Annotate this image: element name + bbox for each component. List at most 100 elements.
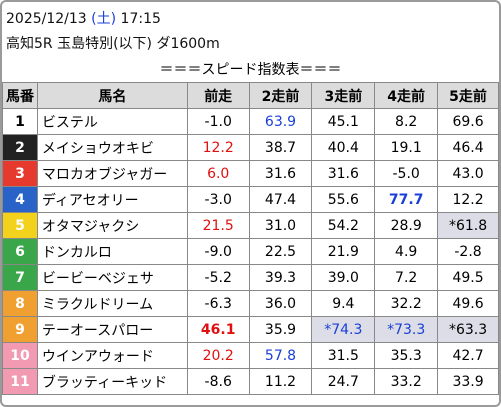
speed-score: 31.5	[311, 342, 376, 369]
speed-score: 24.7	[311, 368, 376, 395]
speed-score: 45.1	[311, 108, 376, 135]
speed-score: 19.1	[374, 134, 439, 161]
table-row: 2 メイショウオキビ 12.2 38.7 40.4 19.1 46.4	[2, 134, 499, 161]
speed-score: 20.2	[186, 342, 250, 369]
speed-score: 12.2	[186, 134, 250, 161]
speed-score: 22.5	[248, 238, 313, 265]
speed-score: 47.4	[248, 186, 313, 213]
horse-name: ドンカルロ	[36, 238, 188, 265]
table-row: 11 ブラッティーキッド -8.6 11.2 24.7 33.2 33.9	[2, 368, 499, 395]
speed-score: 55.6	[311, 186, 376, 213]
speed-score: 35.3	[374, 342, 439, 369]
speed-score: 36.0	[248, 290, 313, 317]
speed-score: 31.0	[248, 212, 313, 239]
column-header: 2走前	[248, 82, 313, 109]
speed-score: 49.6	[437, 290, 499, 317]
horse-number: 7	[2, 264, 38, 291]
table-row: 7 ビービーベジェサ -5.2 39.3 39.0 7.2 49.5	[2, 264, 499, 291]
speed-score: 6.0	[186, 160, 250, 187]
horse-number: 2	[2, 134, 38, 161]
horse-name: ビステル	[36, 108, 188, 135]
horse-number: 6	[2, 238, 38, 265]
speed-score: 8.2	[374, 108, 439, 135]
horse-name: ビービーベジェサ	[36, 264, 188, 291]
speed-score: 12.2	[437, 186, 499, 213]
table-title: ＝＝＝スピード指数表＝＝＝	[159, 62, 342, 78]
speed-score: 69.6	[437, 108, 499, 135]
speed-score: -6.3	[186, 290, 250, 317]
horse-name: ミラクルドリーム	[36, 290, 188, 317]
speed-score: 31.6	[248, 160, 313, 187]
speed-score: *73.3	[374, 316, 439, 343]
speed-score: 39.3	[248, 264, 313, 291]
speed-score: 28.9	[374, 212, 439, 239]
speed-score: 9.4	[311, 290, 376, 317]
speed-table: 馬番 馬名 前走 2走前 3走前 4走前 5走前 1 ビステル -1.0 63.9 45.1 8.2 6…	[2, 82, 499, 395]
speed-score: 31.6	[311, 160, 376, 187]
speed-score: -1.0	[186, 108, 250, 135]
speed-score: 39.0	[311, 264, 376, 291]
speed-score: 49.5	[437, 264, 499, 291]
horse-number: 11	[2, 368, 38, 395]
speed-score: 33.9	[437, 368, 499, 395]
speed-score: 63.9	[248, 108, 313, 135]
table-row: 5 オタマジャクシ 21.5 31.0 54.2 28.9 *61.8	[2, 212, 499, 239]
header-row: 馬番 馬名 前走 2走前 3走前 4走前 5走前	[2, 82, 499, 109]
horse-name: ブラッティーキッド	[36, 368, 188, 395]
speed-score: -8.6	[186, 368, 250, 395]
speed-score: 33.2	[374, 368, 439, 395]
table-row: 9 テーオースパロー 46.1 35.9 *74.3 *73.3 *63.3	[2, 316, 499, 343]
speed-score: 7.2	[374, 264, 439, 291]
table-row: 4 ディアセオリー -3.0 47.4 55.6 77.7 12.2	[2, 186, 499, 213]
speed-score: 21.9	[311, 238, 376, 265]
table-row: 3 マロカオブジャガー 6.0 31.6 31.6 -5.0 43.0	[2, 160, 499, 187]
time: 17:15	[120, 11, 161, 27]
race-info: 高知5R 玉島特別(以下) ダ1600m	[6, 36, 220, 52]
horse-name: ウインアウォード	[36, 342, 188, 369]
speed-score: *74.3	[311, 316, 376, 343]
speed-score: -3.0	[186, 186, 250, 213]
speed-score: -5.2	[186, 264, 250, 291]
speed-score: 4.9	[374, 238, 439, 265]
speed-score: 21.5	[186, 212, 250, 239]
horse-name: マロカオブジャガー	[36, 160, 188, 187]
column-header: 前走	[186, 82, 250, 109]
speed-score: 35.9	[248, 316, 313, 343]
speed-score: 46.1	[186, 316, 250, 343]
speed-score: 57.8	[248, 342, 313, 369]
table-row: 6 ドンカルロ -9.0 22.5 21.9 4.9 -2.8	[2, 238, 499, 265]
speed-score: 43.0	[437, 160, 499, 187]
speed-score: 38.7	[248, 134, 313, 161]
horse-number: 8	[2, 290, 38, 317]
column-header: 馬名	[36, 82, 188, 109]
horse-number: 10	[2, 342, 38, 369]
date-line: 2025/12/13 (土) 17:15	[6, 8, 161, 28]
speed-score: *63.3	[437, 316, 499, 343]
speed-score: 11.2	[248, 368, 313, 395]
table-row: 10 ウインアウォード 20.2 57.8 31.5 35.3 42.7	[2, 342, 499, 369]
horse-name: メイショウオキビ	[36, 134, 188, 161]
column-header: 3走前	[311, 82, 376, 109]
speed-score: -5.0	[374, 160, 439, 187]
horse-number: 9	[2, 316, 38, 343]
table-row: 8 ミラクルドリーム -6.3 36.0 9.4 32.2 49.6	[2, 290, 499, 317]
table-row: 1 ビステル -1.0 63.9 45.1 8.2 69.6	[2, 108, 499, 135]
speed-score: -2.8	[437, 238, 499, 265]
speed-score: 54.2	[311, 212, 376, 239]
speed-score: 32.2	[374, 290, 439, 317]
column-header: 4走前	[374, 82, 439, 109]
speed-score: 46.4	[437, 134, 499, 161]
speed-score: 77.7	[374, 186, 439, 213]
horse-name: オタマジャクシ	[36, 212, 188, 239]
speed-score: *61.8	[437, 212, 499, 239]
horse-name: ディアセオリー	[36, 186, 188, 213]
speed-score: -9.0	[186, 238, 250, 265]
column-header: 5走前	[437, 82, 499, 109]
speed-score: 42.7	[437, 342, 499, 369]
column-header: 馬番	[2, 82, 38, 109]
horse-name: テーオースパロー	[36, 316, 188, 343]
horse-number: 4	[2, 186, 38, 213]
horse-number: 5	[2, 212, 38, 239]
date: 2025/12/13	[6, 11, 87, 27]
speed-score: 40.4	[311, 134, 376, 161]
